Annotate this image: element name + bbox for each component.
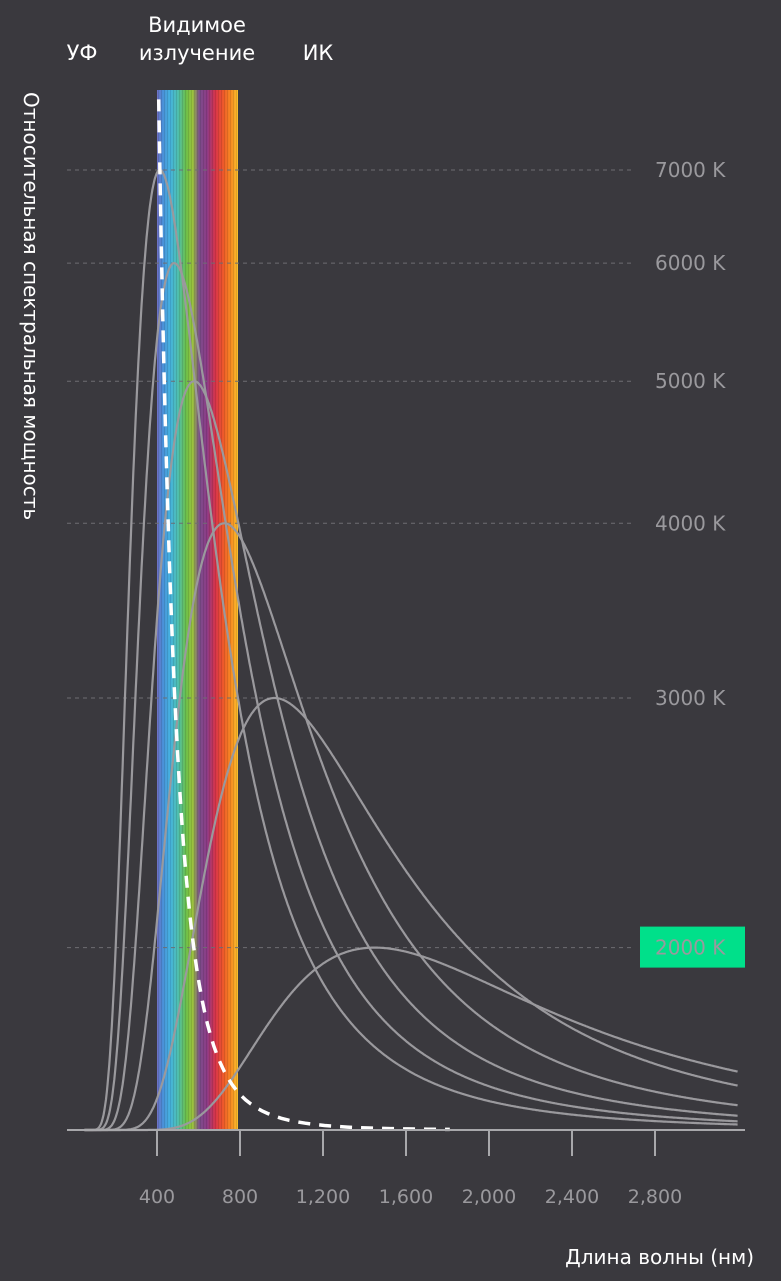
spectrum-stripe [218,90,219,1130]
series-line-6000k [84,261,738,1132]
spectrum-stripe [161,90,162,1130]
x-axis-title: Длина волны (нм) [565,1245,754,1269]
x-tick-label: 2,400 [545,1186,599,1208]
spectrum-stripe [185,90,186,1130]
spectrum-stripe [230,90,231,1130]
uv-label: УФ [67,41,98,65]
temperature-label-6000k: 6000 K [655,251,726,275]
x-tick-label: 1,200 [296,1186,350,1208]
ir-label: ИК [303,41,334,65]
spectrum-stripe [236,90,237,1130]
spectrum-stripe [164,90,165,1130]
temperature-label-4000k: 4000 K [655,511,726,535]
series-line-7000k [84,168,738,1132]
spectrum-stripe [188,90,189,1130]
spectrum-stripe [209,90,210,1130]
wien-displacement-line [156,99,450,1132]
temperature-label-2000k: 2000 K [655,936,726,960]
gridlines [67,169,635,949]
curves [84,168,738,1132]
temperature-label-5000k: 5000 K [655,369,726,393]
spectrum-stripe [194,90,195,1130]
spectrum-stripe [203,90,204,1130]
spectrum-stripe [176,90,177,1130]
series-line-4000k [84,522,738,1132]
highlight-badge [640,926,745,968]
spectrum-stripe [206,90,207,1130]
temperature-labels: 7000 K 6000 K 5000 K 4000 K 3000 K 2000 K [640,158,745,968]
series-line-3000k [84,696,738,1132]
spectrum-stripe [200,90,201,1130]
spectrum-stripe [179,90,180,1130]
visible-label-line1: Видимое [148,13,246,37]
series-line-2000k [84,946,738,1132]
series-line-5000k [84,380,738,1132]
x-tick-label: 1,600 [379,1186,433,1208]
x-tick-label: 2,000 [462,1186,516,1208]
spectrum-stripe [182,90,183,1130]
temperature-label-3000k: 3000 K [655,686,726,710]
spectrum-stripe [221,90,222,1130]
spectrum-stripe [197,90,198,1130]
x-ticks: 400 800 1,200 1,600 2,000 2,400 2,800 [139,1130,682,1208]
spectrum-stripe [215,90,216,1130]
x-tick-label: 2,800 [628,1186,682,1208]
spectrum-stripe [227,90,228,1130]
x-tick-label: 800 [222,1186,258,1208]
x-tick-label: 400 [139,1186,175,1208]
spectrum-stripe [173,90,174,1130]
visible-label-line2: излучение [139,41,255,65]
spectrum-stripe [233,90,234,1130]
temperature-label-7000k: 7000 K [655,158,726,182]
spectrum-stripe [212,90,213,1130]
spectrum-stripe [167,90,168,1130]
y-axis-title: Относительная спектральная мощность [19,92,43,520]
